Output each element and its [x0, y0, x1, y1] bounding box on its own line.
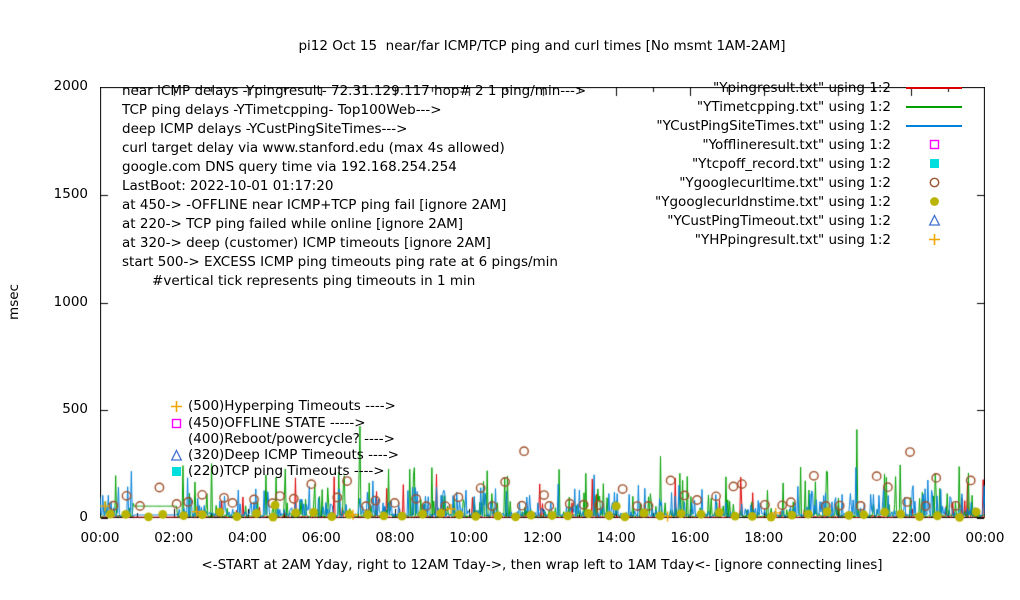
legend-line-sample: [903, 105, 965, 108]
legend-row: "YCustPingTimeout.txt" using 1:2: [655, 211, 965, 230]
y-tick-label: 1500: [53, 185, 88, 202]
x-tick-label: 00:00: [80, 530, 120, 546]
legend-marker-sample: [903, 176, 965, 189]
legend-row: "YHPpingresult.txt" using 1:2: [655, 230, 965, 249]
y-tick-label: 2000: [53, 78, 88, 94]
y-tick-label: 500: [62, 401, 88, 418]
annotation-block: near ICMP delays -Ypingresult- 72.31.129…: [122, 82, 586, 291]
annotation-line: #vertical tick represents ping timeouts …: [122, 273, 476, 289]
x-tick-label: 16:00: [670, 530, 710, 546]
annotation-line: near ICMP delays -Ypingresult- 72.31.129…: [122, 83, 587, 99]
annotation-line: at 220-> TCP ping failed while online [i…: [122, 216, 464, 232]
x-tick-label: 06:00: [301, 530, 341, 546]
y-tick-label: 1000: [53, 293, 88, 310]
annotation-line: TCP ping delays -YTimetcpping- Top100Web…: [122, 102, 442, 118]
x-tick-label: 10:00: [449, 530, 489, 546]
legend-marker-sample: [903, 157, 965, 170]
x-tick-label: 14:00: [596, 530, 636, 546]
legend-row: "Ypingresult.txt" using 1:2: [655, 78, 965, 97]
x-tick-label: 00:00: [965, 530, 1005, 546]
annotation-line: at 320-> deep (customer) ICMP timeouts […: [122, 235, 491, 251]
x-tick-label: 02:00: [154, 530, 194, 546]
annotation-line: start 500-> EXCESS ICMP ping timeouts pi…: [122, 254, 558, 270]
legend-line-sample: [903, 86, 965, 89]
legend-label: "YHPpingresult.txt" using 1:2: [694, 231, 891, 248]
legend-label: "Ypingresult.txt" using 1:2: [713, 79, 891, 96]
x-tick-label: 18:00: [744, 530, 784, 546]
legend-label: "Yofflineresult.txt" using 1:2: [702, 136, 891, 153]
x-tick-label: 12:00: [523, 530, 562, 546]
legend-line-sample: [903, 124, 965, 127]
legend-label: "YCustPingTimeout.txt" using 1:2: [667, 212, 891, 229]
legend-label: "Ytcpoff_record.txt" using 1:2: [691, 155, 891, 172]
legend-label: "Ygooglecurldnstime.txt" using 1:2: [655, 193, 891, 210]
x-tick-label: 22:00: [891, 530, 931, 546]
annotation-line: LastBoot: 2022-10-01 01:17:20: [122, 178, 334, 194]
annotation-line: google.com DNS query time via 192.168.25…: [122, 159, 457, 175]
annotation-line: deep ICMP delays -YCustPingSiteTimes--->: [122, 121, 408, 137]
x-axis-caption: <-START at 2AM Yday, right to 12AM Tday-…: [201, 557, 883, 573]
y-tick-label: 0: [79, 509, 88, 525]
annotation-line: curl target delay via www.stanford.edu (…: [122, 140, 505, 156]
legend-marker-sample: [903, 214, 965, 227]
x-tick-label: 04:00: [228, 530, 267, 546]
legend-row: "YTimetcpping.txt" using 1:2: [655, 97, 965, 116]
x-tick-label: 20:00: [818, 530, 857, 546]
legend-marker-sample: [903, 233, 965, 246]
legend-label: "YTimetcpping.txt" using 1:2: [696, 98, 891, 115]
legend-row: "YCustPingSiteTimes.txt" using 1:2: [655, 116, 965, 135]
chart-title: pi12 Oct 15 near/far ICMP/TCP ping and c…: [298, 38, 786, 54]
legend-row: "Yofflineresult.txt" using 1:2: [655, 135, 965, 154]
annotation-line: at 450-> -OFFLINE near ICMP+TCP ping fai…: [122, 197, 507, 213]
x-tick-label: 08:00: [375, 530, 415, 546]
legend-marker-sample: [903, 195, 965, 208]
legend-label: "Ygooglecurltime.txt" using 1:2: [679, 174, 891, 191]
legend: "Ypingresult.txt" using 1:2 "YTimetcpping…: [655, 78, 965, 249]
legend-label: "YCustPingSiteTimes.txt" using 1:2: [656, 117, 891, 134]
legend-row: "Ytcpoff_record.txt" using 1:2: [655, 154, 965, 173]
plot-canvas: [100, 87, 985, 524]
legend-row: "Ygooglecurltime.txt" using 1:2: [655, 173, 965, 192]
legend-marker-sample: [903, 138, 965, 151]
plot-area: (500)Hyperping Timeouts ----> (450)OFFLIN…: [100, 80, 985, 524]
legend-row: "Ygooglecurldnstime.txt" using 1:2: [655, 192, 965, 211]
